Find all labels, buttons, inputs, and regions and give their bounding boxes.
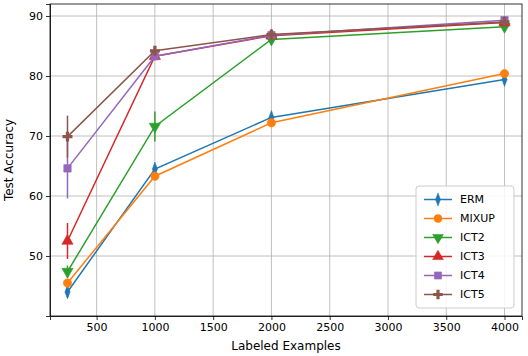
point [64,165,71,172]
x-axis-title: Labeled Examples [231,339,341,353]
legend-marker [434,272,441,279]
point [266,30,276,40]
grid-line [213,4,214,316]
tick-mark [505,316,506,320]
legend-item: ICT4 [424,269,485,282]
legend-label: ICT4 [460,269,485,282]
legend-marker [433,250,444,259]
tick-label: 60 [29,190,43,203]
tick: 2000 [258,316,286,334]
legend-label: ICT5 [460,288,485,301]
tick-mark [446,316,447,320]
tick-mark [213,316,214,320]
grid-line [50,136,522,137]
series [64,16,508,198]
point [149,123,160,133]
legend-item: ICT2 [424,231,485,244]
tick: 3500 [433,316,461,334]
tick: 70 [29,130,50,143]
point [62,268,73,278]
legend-item: ICT5 [424,288,485,301]
legend-label: ICT2 [460,231,485,244]
legend-item: MIXUP [424,212,495,225]
legend-marker [434,215,442,223]
grid-line [387,4,388,316]
tick-label: 90 [29,10,43,23]
tick: 2500 [316,316,344,334]
tick-label: 2500 [316,321,344,334]
tick-mark [271,316,272,320]
legend-box [416,186,514,308]
tick-label: 500 [87,321,108,334]
legend-marker [433,290,442,299]
tick-label: 50 [29,250,43,263]
point [151,172,159,180]
tick: 500 [87,316,108,334]
tick-label: 1500 [200,321,228,334]
tick-label: 2000 [258,321,286,334]
series-line [67,27,504,272]
tick-label: 80 [29,70,43,83]
legend: ERM MIXUP ICT2 ICT3 ICT4 ICT5 [416,186,514,308]
tick: 1500 [200,316,228,334]
plot: 500 1000 1500 2000 2500 3000 3500 4000 50 60 70 80 9… [29,4,523,334]
tick: 1000 [141,316,169,334]
series [63,17,510,158]
series-line [67,20,504,168]
tick-label: 70 [29,130,43,143]
point [63,132,73,142]
x-axis: 500 1000 1500 2000 2500 3000 3500 4000 [51,316,523,334]
tick-mark [97,316,98,320]
tick: 90 [29,10,50,23]
tick: 4000 [491,316,519,334]
grid-line [329,4,330,316]
tick-mark [330,316,331,320]
tick-label: 3500 [433,321,461,334]
point [500,17,510,27]
tick: 60 [29,190,50,203]
tick-label: 3000 [374,321,402,334]
legend-label: ERM [460,193,484,206]
point [62,234,73,244]
grid-line [50,76,522,77]
point [266,29,277,39]
point [267,119,275,127]
tick: 3000 [374,316,402,334]
point [500,69,508,77]
axis-line [51,317,523,321]
legend-marker [433,234,444,243]
chart: 500 1000 1500 2000 2500 3000 3500 4000 50 60 70 80 9… [0,0,528,356]
y-axis-title: Test Accuracy [2,119,16,202]
legend-item: ERM [424,193,484,206]
tick-mark [46,76,50,77]
tick: 50 [29,250,50,263]
series-line [67,22,504,137]
series-line [67,74,504,283]
grid-line [271,4,272,316]
frame [50,4,522,316]
tick-mark [46,16,50,17]
tick-label: 1000 [141,321,169,334]
grid-line [96,4,97,316]
tick-mark [46,256,50,257]
legend-label: ICT3 [460,250,485,263]
legend-label: MIXUP [460,212,495,225]
series-group [62,16,510,299]
legend-item: ICT3 [424,250,485,263]
tick: 80 [29,70,50,83]
point [63,279,71,287]
tick-mark [46,196,50,197]
tick-mark [46,136,50,137]
y-axis: 50 60 70 80 90 [29,5,51,317]
grid-line [50,16,522,17]
tick-mark [155,316,156,320]
grid [50,4,522,316]
tick-label: 4000 [491,321,519,334]
tick-mark [388,316,389,320]
legend-marker [436,193,441,206]
point [150,46,160,56]
